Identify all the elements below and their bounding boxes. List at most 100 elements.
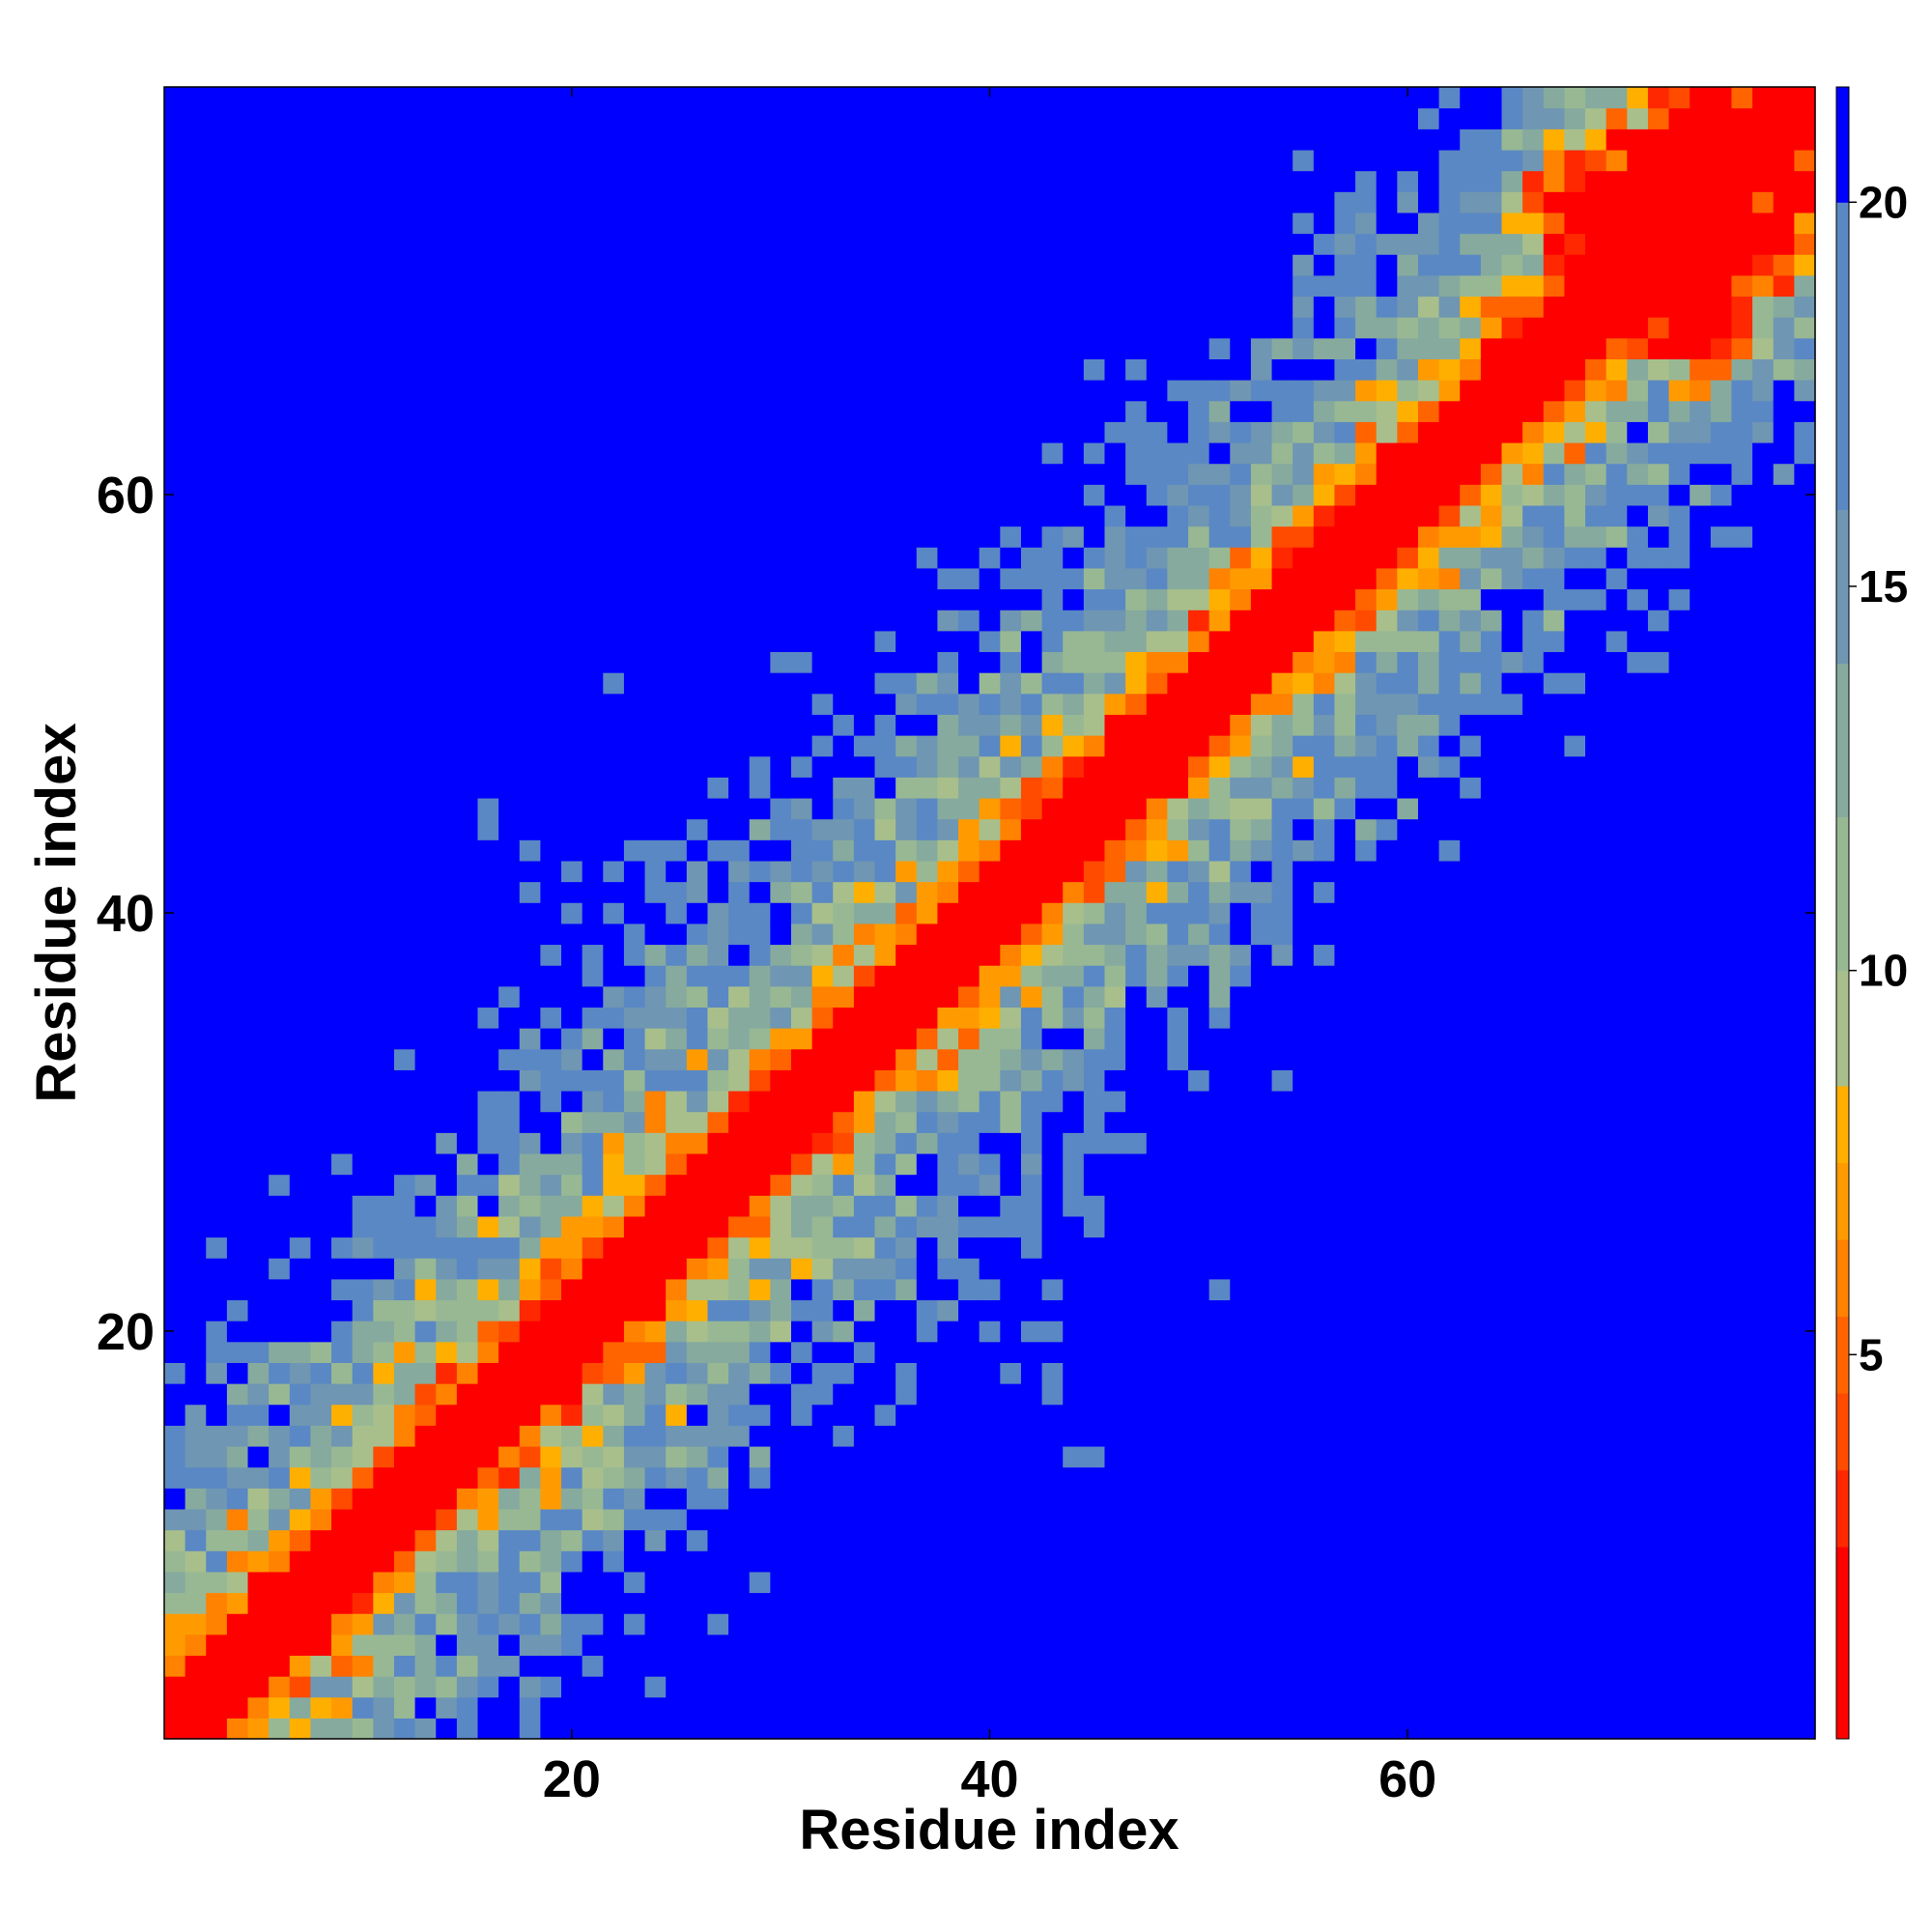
heatmap-cell [1271, 1571, 1293, 1594]
heatmap-cell [310, 296, 332, 318]
heatmap-cell [1460, 1718, 1482, 1740]
heatmap-cell [1397, 107, 1419, 129]
heatmap-cell [1480, 1529, 1503, 1551]
heatmap-cell [623, 1258, 646, 1280]
heatmap-cell [164, 1571, 186, 1594]
heatmap-cell [644, 860, 667, 883]
heatmap-cell [686, 441, 709, 465]
heatmap-cell [1125, 1425, 1148, 1447]
heatmap-cell [1063, 1152, 1085, 1176]
heatmap-cell [1460, 1215, 1482, 1238]
heatmap-cell [1397, 1321, 1419, 1343]
heatmap-cell [1271, 233, 1293, 255]
heatmap-cell [1083, 1362, 1106, 1384]
heatmap-cell [1313, 149, 1336, 172]
heatmap-cell [1020, 588, 1043, 611]
heatmap-cell [436, 567, 458, 590]
heatmap-cell [310, 1425, 332, 1447]
heatmap-cell [1460, 358, 1482, 381]
heatmap-cell [979, 296, 1001, 318]
heatmap-cell [226, 1048, 249, 1070]
heatmap-cell [833, 777, 855, 799]
heatmap-cell [1355, 588, 1378, 611]
heatmap-cell [1397, 1466, 1419, 1489]
heatmap-cell [436, 1488, 458, 1510]
heatmap-cell [373, 380, 395, 402]
heatmap-cell [561, 1362, 583, 1384]
heatmap-cell [1417, 672, 1440, 695]
heatmap-cell [937, 944, 959, 966]
heatmap-cell [1188, 714, 1210, 736]
heatmap-cell [811, 714, 834, 736]
heatmap-cell [1376, 337, 1398, 359]
heatmap-cell [1334, 212, 1356, 235]
heatmap-cell [1271, 317, 1293, 339]
heatmap-cell [185, 1069, 207, 1092]
heatmap-cell [164, 1425, 186, 1447]
heatmap-cell [206, 1028, 228, 1050]
heatmap-cell [477, 860, 499, 883]
heatmap-cell [979, 212, 1001, 235]
heatmap-cell [853, 254, 876, 276]
heatmap-cell [1397, 128, 1419, 151]
heatmap-cell [1167, 944, 1189, 966]
heatmap-cell [1250, 191, 1273, 213]
heatmap-cell [895, 860, 918, 883]
heatmap-cell [414, 274, 437, 298]
heatmap-cell [1355, 149, 1378, 172]
heatmap-cell [1271, 1132, 1293, 1154]
heatmap-cell [1438, 526, 1461, 548]
heatmap-cell [519, 1111, 541, 1133]
heatmap-cell [833, 651, 855, 673]
heatmap-cell [770, 400, 792, 422]
heatmap-cell [937, 107, 959, 129]
heatmap-cell [1334, 1362, 1356, 1384]
heatmap-cell [916, 923, 939, 946]
heatmap-cell [1334, 630, 1356, 653]
heatmap-cell [1063, 254, 1085, 276]
heatmap-cell [373, 881, 395, 903]
heatmap-cell [477, 567, 499, 590]
heatmap-cell [979, 87, 1001, 109]
heatmap-cell [561, 1718, 583, 1740]
heatmap-cell [686, 212, 709, 235]
heatmap-cell [226, 1111, 249, 1133]
heatmap-cell [853, 777, 876, 799]
heatmap-cell [247, 380, 270, 402]
heatmap-cell [1250, 1466, 1273, 1489]
heatmap-cell [414, 902, 437, 924]
heatmap-cell [603, 1028, 625, 1050]
heatmap-cell [686, 944, 709, 966]
heatmap-cell [666, 1258, 688, 1280]
heatmap-cell [1397, 1048, 1419, 1070]
heatmap-cell [206, 1362, 228, 1384]
heatmap-cell [310, 1215, 332, 1238]
heatmap-cell [185, 1696, 207, 1719]
heatmap-cell [979, 1571, 1001, 1594]
heatmap-cell [185, 1090, 207, 1113]
heatmap-cell [1417, 380, 1440, 402]
heatmap-cell [414, 421, 437, 443]
heatmap-cell [1146, 212, 1168, 235]
heatmap-cell [811, 944, 834, 966]
heatmap-cell [707, 777, 729, 799]
heatmap-cell [1020, 358, 1043, 381]
heatmap-cell [498, 1592, 521, 1614]
heatmap-cell [1146, 944, 1168, 966]
heatmap-cell [770, 526, 792, 548]
heatmap-cell [1397, 380, 1419, 402]
heatmap-cell [666, 1445, 688, 1468]
heatmap-cell [269, 149, 291, 172]
heatmap-cell [623, 1174, 646, 1196]
heatmap-cell [164, 1550, 186, 1573]
heatmap-cell [623, 1634, 646, 1657]
heatmap-cell [979, 380, 1001, 402]
heatmap-cell [1083, 693, 1106, 715]
heatmap-cell [164, 1258, 186, 1280]
heatmap-cell [206, 1676, 228, 1698]
heatmap-cell [352, 1676, 374, 1698]
heatmap-cell [269, 1676, 291, 1698]
heatmap-cell [226, 588, 249, 611]
heatmap-cell [414, 985, 437, 1009]
heatmap-cell [1250, 735, 1273, 757]
